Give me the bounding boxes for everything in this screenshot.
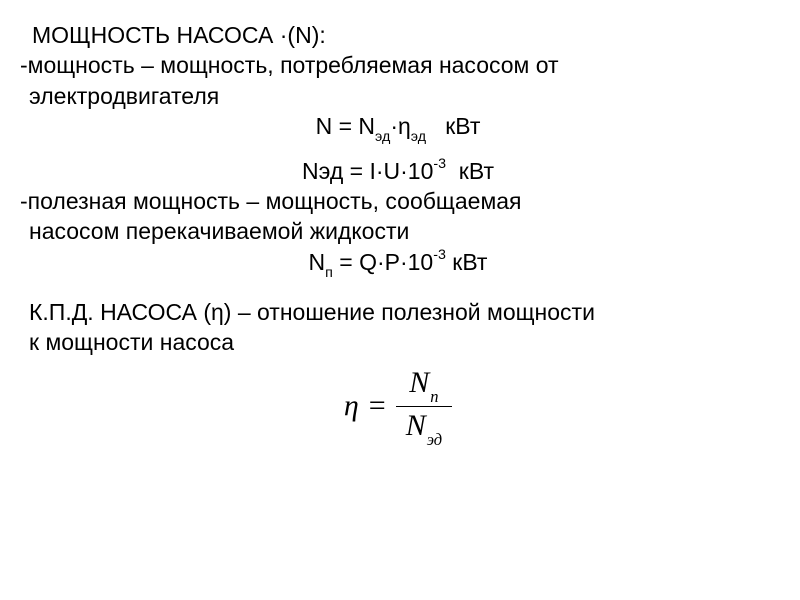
useful-def-line2: насосом перекачиваемой жидкости <box>29 216 776 246</box>
power-def-line2: электродвигателя <box>29 81 776 111</box>
eq3-mid: = Q·P·10 <box>333 249 433 275</box>
fraction-denominator: Nэд <box>396 409 452 447</box>
title: МОЩНОСТЬ НАСОСА ·(N): <box>32 20 776 50</box>
num-N: N <box>409 366 429 399</box>
slide-content: МОЩНОСТЬ НАСОСА ·(N): -мощность – мощнос… <box>0 0 800 467</box>
eq1-sub2: эд <box>411 129 426 145</box>
spacer <box>20 146 776 156</box>
spacer <box>20 281 776 297</box>
num-sub: n <box>430 387 438 406</box>
eq1-unit: кВт <box>426 113 480 139</box>
eq3-sub: п <box>325 265 333 281</box>
eq2-text: Nэд = I·U·10-3 кВт <box>302 158 494 184</box>
kpd-line1: К.П.Д. НАСОСА (η) – отношение полезной м… <box>29 297 776 327</box>
eq1-text: N = Nэд·ηэд кВт <box>316 113 481 139</box>
den-sub: эд <box>427 430 442 449</box>
eq3-pre: N <box>309 249 326 275</box>
eq2-pre: Nэд = I·U·10 <box>302 158 433 184</box>
useful-def-line1: -полезная мощность – мощность, сообщаема… <box>29 186 776 216</box>
eq2-unit: кВт <box>446 158 494 184</box>
efficiency-formula: η = Nn Nэд <box>20 366 776 447</box>
fraction: Nn Nэд <box>396 366 452 447</box>
eq3-unit: кВт <box>446 249 488 275</box>
eq3-sup: -3 <box>433 247 446 263</box>
eq1-sub1: эд <box>375 129 390 145</box>
eta-symbol: η <box>344 386 359 426</box>
den-N: N <box>406 409 426 442</box>
eq2-sup: -3 <box>433 156 446 172</box>
kpd-line2: к мощности насоса <box>29 327 776 357</box>
power-def-line1: -мощность – мощность, потребляемая насос… <box>29 50 776 80</box>
eq1-pre: N = N <box>316 113 375 139</box>
eq1-mid: ·η <box>390 113 410 139</box>
fraction-numerator: Nn <box>399 366 448 404</box>
equals-sign: = <box>369 386 386 426</box>
fraction-bar <box>396 406 452 407</box>
equation-3: Nп = Q·P·10-3 кВт <box>20 247 776 281</box>
equation-1: N = Nэд·ηэд кВт <box>20 111 776 145</box>
eq3-text: Nп = Q·P·10-3 кВт <box>309 249 488 275</box>
equation-2: Nэд = I·U·10-3 кВт <box>20 156 776 186</box>
